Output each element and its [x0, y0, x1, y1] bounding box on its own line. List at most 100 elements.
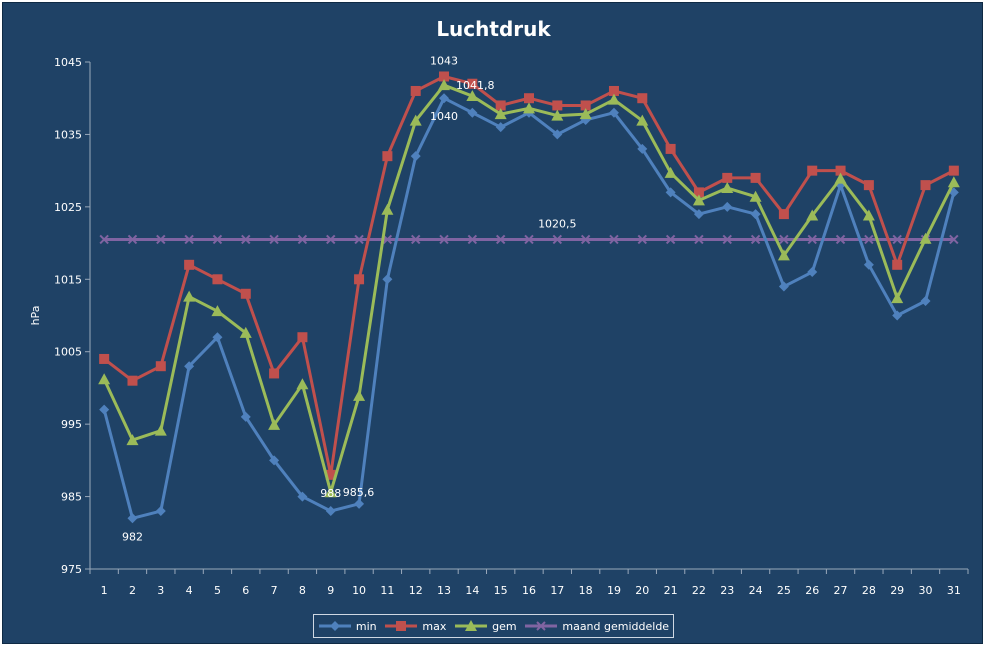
series-line-gem [102, 83, 956, 494]
x-tick-label: 15 [494, 584, 508, 597]
legend-swatch [455, 620, 488, 631]
x-tick-label: 12 [409, 584, 423, 597]
data-point-min [297, 491, 308, 502]
data-point-maand-gemiddelde [524, 234, 534, 245]
data-point-min [155, 506, 166, 517]
y-tick-label: 1015 [54, 273, 82, 286]
data-point-max [212, 274, 223, 285]
data-point-min [127, 513, 138, 524]
data-point-min [665, 187, 676, 198]
data-point-maand-gemiddelde [467, 234, 478, 245]
x-tick-label: 20 [635, 584, 649, 597]
data-point-maand-gemiddelde [665, 234, 676, 245]
x-tick-label: 4 [186, 584, 193, 597]
data-point-max [184, 259, 195, 270]
data-point-maand-gemiddelde [552, 234, 563, 245]
data-point-max [807, 165, 818, 176]
data-point-max [155, 361, 166, 372]
data-point-maand-gemiddelde [212, 234, 223, 245]
data-point-gem [183, 290, 196, 302]
data-point-min [410, 151, 421, 162]
data-point-gem [664, 166, 677, 178]
x-tick-label: 16 [522, 584, 536, 597]
data-point-min [778, 281, 789, 292]
data-point-gem [126, 434, 139, 446]
y-tick-label: 975 [61, 563, 82, 576]
data-point-maand-gemiddelde [297, 234, 308, 245]
data-point-min [920, 296, 931, 307]
data-point-gem [98, 373, 111, 385]
data-point-gem [777, 249, 790, 261]
data-point-maand-gemiddelde [326, 234, 336, 245]
data-point-gem [636, 114, 649, 126]
data-point-max [495, 100, 506, 111]
data-point-max [920, 180, 931, 191]
data-point-max [665, 143, 676, 154]
data-point-maand-gemiddelde [580, 234, 591, 245]
legend-item-min: min [318, 620, 377, 633]
data-point-gem [891, 292, 904, 304]
data-point-max [637, 93, 648, 104]
data-point-gem [381, 203, 394, 215]
data-point-max [99, 353, 110, 364]
data-point-max [778, 209, 789, 220]
x-tick-label: 19 [607, 584, 621, 597]
data-point-min [212, 332, 223, 343]
data-point-max [580, 100, 591, 111]
data-point-gem [523, 102, 535, 114]
data-point-max [382, 151, 393, 162]
x-tick-label: 11 [380, 584, 394, 597]
data-point-gem [947, 176, 960, 188]
x-tick-label: 27 [834, 584, 848, 597]
data-point-max [524, 93, 534, 104]
x-tick-label: 23 [720, 584, 734, 597]
x-tick-label: 25 [777, 584, 791, 597]
data-point-maand-gemiddelde [637, 234, 647, 245]
x-tick-label: 26 [805, 584, 819, 597]
data-point-maand-gemiddelde [835, 234, 846, 245]
data-point-min [240, 411, 251, 422]
x-tick-label: 9 [327, 584, 334, 597]
data-point-gem [409, 114, 422, 126]
chart-title: Luchtdruk [436, 17, 551, 41]
data-point-max [892, 259, 903, 270]
x-tick-label: 6 [242, 584, 249, 597]
data-point-maand-gemiddelde [779, 234, 789, 245]
x-tick-label: 28 [862, 584, 876, 597]
data-point-max [835, 165, 846, 176]
x-tick-label: 2 [129, 584, 136, 597]
x-tick-label: 1 [101, 584, 108, 597]
data-point-gem [438, 79, 451, 91]
data-point-min [439, 93, 450, 104]
series-line-min [102, 96, 956, 520]
data-point-gem [862, 209, 875, 221]
y-axis-label: hPa [29, 306, 42, 326]
y-tick-label: 1035 [54, 128, 82, 141]
x-tick-label: 31 [947, 584, 961, 597]
data-point-min [382, 274, 393, 285]
y-tick-label: 1045 [54, 56, 82, 69]
data-point-maand-gemiddelde [949, 234, 959, 245]
data-point-maand-gemiddelde [864, 234, 874, 245]
data-point-max [240, 288, 251, 299]
data-point-maand-gemiddelde [807, 234, 817, 245]
data-point-gem [834, 172, 847, 184]
data-point-min [552, 129, 563, 140]
data-point-min [807, 267, 818, 278]
y-tick-label: 995 [61, 418, 82, 431]
legend-label: maand gemiddelde [562, 619, 670, 633]
data-point-max [354, 274, 365, 285]
data-point-gem [749, 190, 762, 202]
x-tick-label: 10 [352, 584, 366, 597]
data-label: 1040 [430, 110, 458, 123]
data-point-gem [466, 90, 479, 102]
data-point-gem [607, 93, 620, 105]
x-tick-label: 14 [465, 584, 479, 597]
data-point-max [863, 180, 874, 191]
x-tick-label: 18 [579, 584, 593, 597]
data-label: 988 [320, 487, 341, 500]
data-point-min [693, 209, 704, 220]
data-point-max [750, 172, 761, 183]
